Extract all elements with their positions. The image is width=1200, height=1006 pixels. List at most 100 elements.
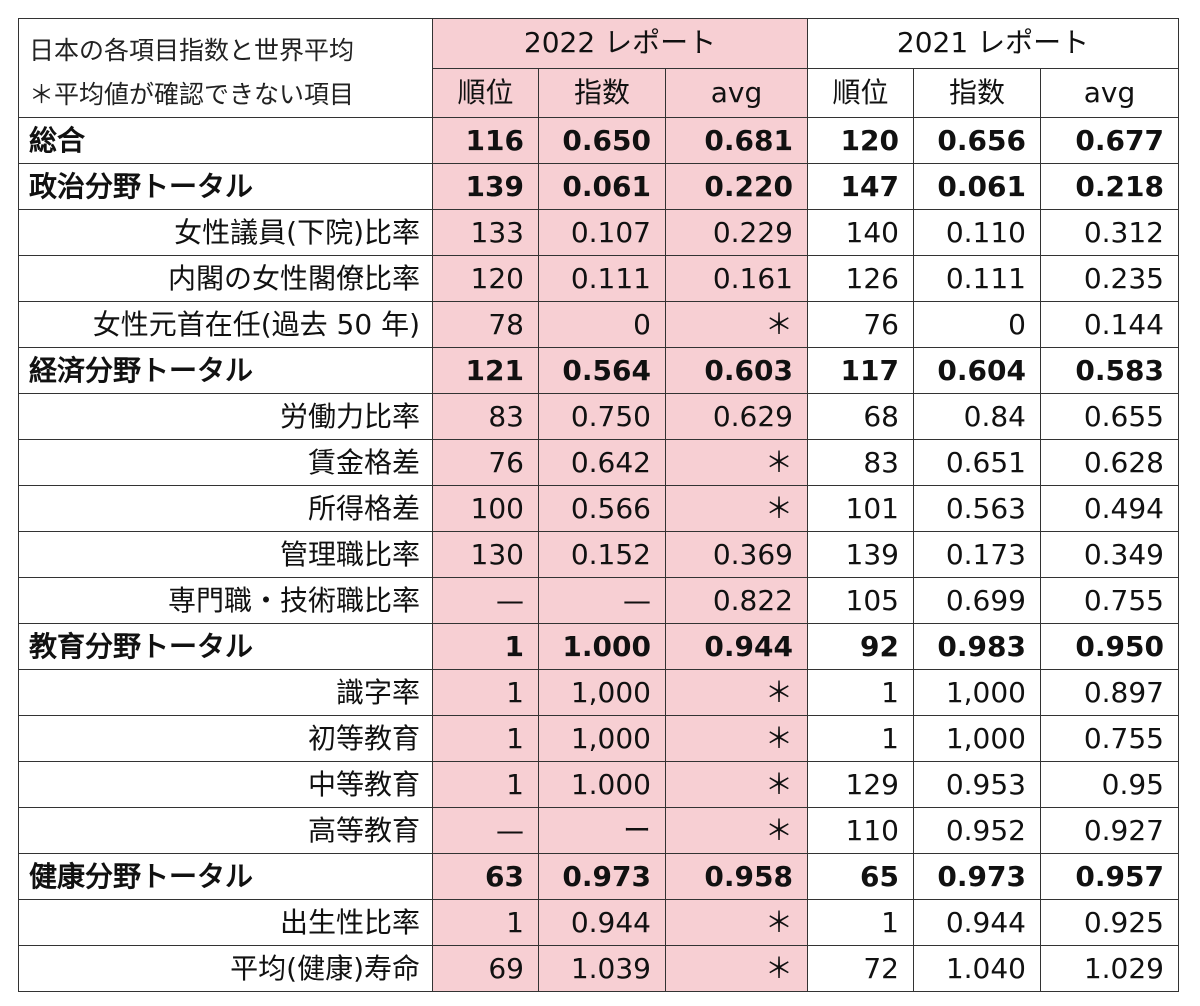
index-2022-cell: 0 [538,301,666,348]
index-2022-cell: ー [538,807,666,854]
index-2021-cell: 0.983 [913,623,1041,670]
index-2021-cell: 0.651 [913,439,1041,486]
rank-2022-cell: 63 [432,853,539,900]
rank-2021-cell: 1 [807,899,914,946]
avg-2022-cell: ＊ [665,761,808,808]
avg-2021-cell: 0.235 [1040,255,1179,302]
table-row: 総合 116 0.650 0.681 120 0.656 0.677 [18,117,1179,164]
header-avg-2021: avg [1040,67,1179,118]
rank-2022-cell: 1 [432,669,539,716]
index-2021-cell: 0.563 [913,485,1041,532]
avg-2022-cell: ＊ [665,439,808,486]
table-row: 管理職比率 130 0.152 0.369 139 0.173 0.349 [18,531,1179,578]
rank-2021-cell: 72 [807,945,914,992]
table-row: 識字率 1 1,000 ＊ 1 1,000 0.897 [18,669,1179,716]
category-label: 政治分野トータル [18,163,433,210]
avg-2022-cell: ＊ [665,669,808,716]
index-2021-cell: 0.84 [913,393,1041,440]
index-2021-cell: 0.699 [913,577,1041,624]
table-row: 女性議員(下院)比率 133 0.107 0.229 140 0.110 0.312 [18,209,1179,256]
rank-2021-cell: 139 [807,531,914,578]
index-2021-cell: 0.656 [913,117,1041,164]
table-row: 女性元首在任(過去 50 年) 78 0 ＊ 76 0 0.144 [18,301,1179,348]
avg-2022-cell: ＊ [665,807,808,854]
table-row: 賃金格差 76 0.642 ＊ 83 0.651 0.628 [18,439,1179,486]
index-2022-cell: — [538,577,666,624]
rank-2021-cell: 1 [807,715,914,762]
avg-2021-cell: 1.029 [1040,945,1179,992]
legend-cell: 日本の各項目指数と世界平均 ＊平均値が確認できない項目 [18,18,433,118]
item-label: 出生性比率 [18,899,433,946]
rank-2021-cell: 1 [807,669,914,716]
rank-2021-cell: 140 [807,209,914,256]
index-2022-cell: 0.564 [538,347,666,394]
avg-2021-cell: 0.494 [1040,485,1179,532]
rank-2021-cell: 129 [807,761,914,808]
rank-2022-cell: 1 [432,761,539,808]
gender-gap-table: 日本の各項目指数と世界平均 ＊平均値が確認できない項目 2022 レポート 20… [18,18,1179,992]
table-body: 総合 116 0.650 0.681 120 0.656 0.677 政治分野トータル 139 0… [18,117,1179,992]
avg-2022-cell: 0.220 [665,163,808,210]
item-label: 高等教育 [18,807,433,854]
item-label: 女性議員(下院)比率 [18,209,433,256]
avg-2021-cell: 0.755 [1040,577,1179,624]
table-row: 初等教育 1 1,000 ＊ 1 1,000 0.755 [18,715,1179,762]
header-avg-2022: avg [665,67,808,118]
rank-2022-cell: — [432,807,539,854]
rank-2021-cell: 76 [807,301,914,348]
item-label: 識字率 [18,669,433,716]
item-label: 所得格差 [18,485,433,532]
legend-line-2: ＊平均値が確認できない項目 [29,80,355,109]
index-2022-cell: 0.111 [538,255,666,302]
index-2022-cell: 0.566 [538,485,666,532]
avg-2022-cell: 0.629 [665,393,808,440]
item-label: 労働力比率 [18,393,433,440]
table-row: 教育分野トータル 1 1.000 0.944 92 0.983 0.950 [18,623,1179,670]
header-row-years: 日本の各項目指数と世界平均 ＊平均値が確認できない項目 2022 レポート 20… [18,18,1179,118]
avg-2021-cell: 0.349 [1040,531,1179,578]
item-label: 内閣の女性閣僚比率 [18,255,433,302]
rank-2021-cell: 65 [807,853,914,900]
index-2022-cell: 0.750 [538,393,666,440]
rank-2022-cell: 120 [432,255,539,302]
avg-2021-cell: 0.95 [1040,761,1179,808]
index-2022-cell: 1.000 [538,761,666,808]
rank-2022-cell: 139 [432,163,539,210]
avg-2021-cell: 0.927 [1040,807,1179,854]
gender-gap-table-container: 日本の各項目指数と世界平均 ＊平均値が確認できない項目 2022 レポート 20… [18,18,1179,992]
header-2021-report: 2021 レポート [807,18,1179,69]
avg-2021-cell: 0.950 [1040,623,1179,670]
header-index-2021: 指数 [913,67,1041,118]
rank-2022-cell: 76 [432,439,539,486]
index-2021-cell: 0.061 [913,163,1041,210]
table-row: 労働力比率 83 0.750 0.629 68 0.84 0.655 [18,393,1179,440]
header-index-2022: 指数 [538,67,666,118]
avg-2021-cell: 0.677 [1040,117,1179,164]
index-2021-cell: 1.040 [913,945,1041,992]
rank-2022-cell: 1 [432,899,539,946]
item-label: 管理職比率 [18,531,433,578]
table-row: 所得格差 100 0.566 ＊ 101 0.563 0.494 [18,485,1179,532]
item-label: 女性元首在任(過去 50 年) [18,301,433,348]
index-2021-cell: 0.604 [913,347,1041,394]
avg-2022-cell: ＊ [665,301,808,348]
category-label: 経済分野トータル [18,347,433,394]
avg-2022-cell: 0.822 [665,577,808,624]
category-label: 健康分野トータル [18,853,433,900]
index-2021-cell: 0.111 [913,255,1041,302]
table-row: 内閣の女性閣僚比率 120 0.111 0.161 126 0.111 0.235 [18,255,1179,302]
avg-2022-cell: 0.161 [665,255,808,302]
rank-2022-cell: 121 [432,347,539,394]
rank-2022-cell: 83 [432,393,539,440]
index-2021-cell: 0.953 [913,761,1041,808]
table-row: 専門職・技術職比率 — —0.822 105 0.699 0.755 [18,577,1179,624]
table-row: 経済分野トータル 121 0.564 0.603 117 0.604 0.583 [18,347,1179,394]
avg-2022-cell: 0.681 [665,117,808,164]
index-2022-cell: 1.000 [538,623,666,670]
rank-2022-cell: 1 [432,715,539,762]
index-2022-cell: 0.944 [538,899,666,946]
rank-2021-cell: 110 [807,807,914,854]
index-2022-cell: 1,000 [538,669,666,716]
rank-2021-cell: 105 [807,577,914,624]
index-2021-cell: 1,000 [913,669,1041,716]
